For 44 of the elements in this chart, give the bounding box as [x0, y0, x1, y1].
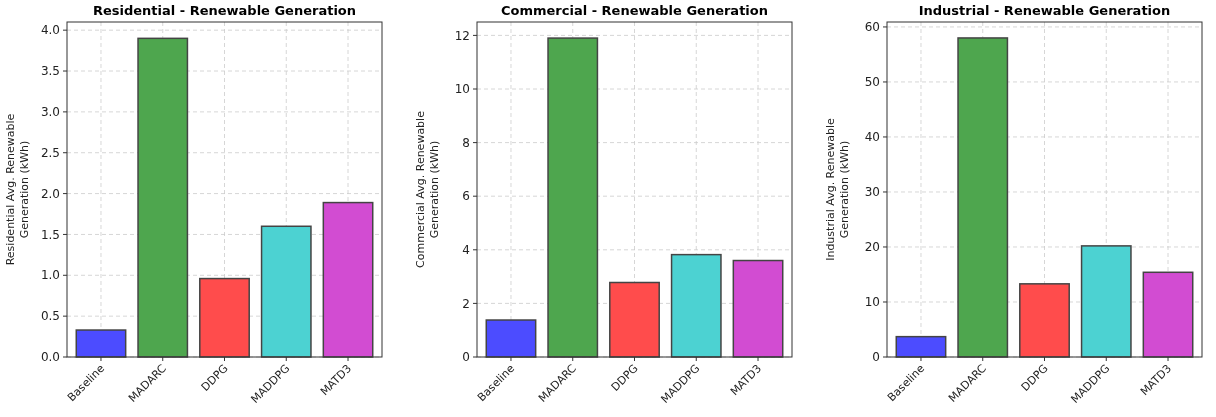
bar	[1142, 271, 1194, 358]
bar	[547, 37, 599, 358]
y-tick-label: 60	[864, 20, 880, 35]
y-tick-label: 4.0	[40, 23, 60, 38]
bar	[137, 37, 189, 358]
y-tick-label: 30	[864, 185, 880, 200]
y-tick-label: 50	[864, 75, 880, 90]
y-axis-title: Commercial Avg. Renewable Generation (kWh)	[414, 110, 441, 268]
bar	[957, 37, 1009, 358]
chart-title: Residential - Renewable Generation	[92, 3, 357, 18]
y-tick-label: 10	[454, 82, 470, 97]
y-tick-label: 1.5	[40, 227, 60, 242]
y-tick-label: 2.0	[40, 186, 60, 201]
bar	[732, 259, 784, 358]
chart-title: Industrial - Renewable Generation	[918, 3, 1171, 18]
y-tick-label: 3.0	[40, 105, 60, 120]
bar	[609, 281, 660, 358]
bar	[322, 201, 374, 358]
y-tick-label: 40	[864, 130, 880, 145]
chart-title: Commercial - Renewable Generation	[500, 3, 769, 18]
bar	[260, 225, 312, 358]
y-tick-label: 0	[872, 350, 880, 365]
y-tick-label: 10	[864, 295, 880, 310]
y-tick-label: 20	[864, 240, 880, 255]
bar	[199, 277, 250, 358]
y-tick-label: 0	[462, 350, 470, 365]
bar	[895, 335, 947, 358]
y-tick-label: 12	[454, 28, 470, 43]
y-tick-label: 4	[462, 243, 470, 257]
y-tick-label: 0.0	[40, 350, 60, 365]
bar	[485, 319, 537, 358]
y-tick-label: 1.0	[40, 268, 60, 283]
bar	[75, 329, 127, 358]
y-tick-label: 2.5	[40, 145, 60, 160]
y-tick-label: 2	[462, 296, 470, 311]
y-axis-title: Industrial Avg. Renewable Generation (kWh)	[824, 117, 851, 261]
y-tick-label: 8	[462, 135, 470, 150]
bar	[1080, 245, 1132, 358]
bar	[1019, 283, 1070, 358]
y-axis-title: Residential Avg. Renewable Generation (kWh)	[4, 113, 31, 266]
bar	[670, 253, 722, 358]
y-tick-label: 3.5	[40, 64, 60, 79]
y-tick-label: 0.5	[40, 309, 60, 324]
y-tick-label: 6	[462, 189, 470, 204]
